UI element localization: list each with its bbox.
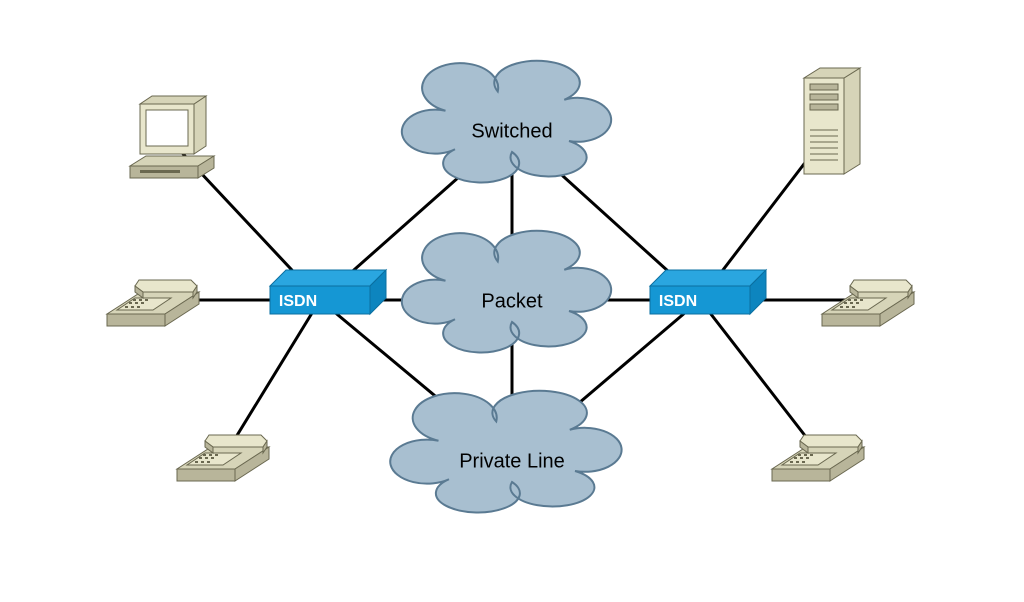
- router-isdn-right: ISDN: [650, 270, 766, 314]
- phone-handset: [800, 435, 862, 447]
- network-diagram: Switched Packet Private Line ISDN ISDN: [0, 0, 1024, 602]
- phone-base-front: [772, 469, 830, 481]
- router-top: [270, 270, 386, 286]
- monitor-screen: [146, 110, 188, 146]
- phone-handset: [135, 280, 197, 292]
- phone-base-front: [822, 314, 880, 326]
- cloud-switched: Switched: [402, 61, 611, 183]
- computer-top-left: [130, 96, 214, 178]
- cloud-packet: Packet: [402, 231, 611, 353]
- cloud-label: Packet: [481, 290, 543, 312]
- server-top-right: [804, 68, 860, 174]
- cloud-label: Private Line: [459, 450, 565, 472]
- phone-handset: [850, 280, 912, 292]
- router-top: [650, 270, 766, 286]
- phone-bot-right: [772, 435, 864, 481]
- edge: [700, 300, 820, 455]
- phone-mid-right: [822, 280, 914, 326]
- router-label: ISDN: [659, 293, 697, 310]
- cloud-label: Switched: [471, 120, 552, 142]
- phone-base-front: [107, 314, 165, 326]
- router-isdn-left: ISDN: [270, 270, 386, 314]
- phone-base-front: [177, 469, 235, 481]
- phone-bot-left: [177, 435, 269, 481]
- phone-handset: [205, 435, 267, 447]
- router-label: ISDN: [279, 293, 317, 310]
- cloud-private-line: Private Line: [390, 391, 621, 513]
- edge: [225, 300, 320, 455]
- phone-mid-left: [107, 280, 199, 326]
